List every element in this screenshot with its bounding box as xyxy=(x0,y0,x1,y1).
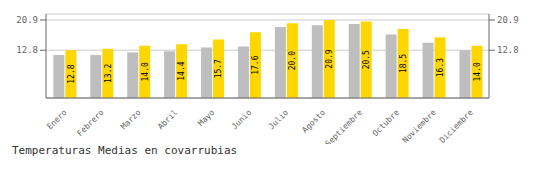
svg-text:20.5: 20.5 xyxy=(362,50,371,69)
svg-text:Enero: Enero xyxy=(45,108,69,132)
svg-text:20.9: 20.9 xyxy=(497,15,519,25)
svg-text:16.3: 16.3 xyxy=(436,58,445,77)
svg-text:14.4: 14.4 xyxy=(177,61,186,80)
svg-text:Marzo: Marzo xyxy=(119,108,143,132)
svg-text:Diciembre: Diciembre xyxy=(438,108,475,144)
svg-text:Noviembre: Noviembre xyxy=(401,108,438,144)
svg-text:Febrero: Febrero xyxy=(75,108,105,138)
svg-text:Abril: Abril xyxy=(156,108,180,132)
svg-text:15.7: 15.7 xyxy=(214,59,223,78)
svg-text:13.2: 13.2 xyxy=(104,64,113,83)
svg-text:Mayo: Mayo xyxy=(196,108,216,128)
svg-text:20.9: 20.9 xyxy=(16,15,38,25)
svg-text:Agosto: Agosto xyxy=(300,108,327,135)
svg-text:Julio: Julio xyxy=(267,108,291,132)
svg-text:Septiembre: Septiembre xyxy=(324,108,365,144)
svg-text:12.8: 12.8 xyxy=(67,64,76,83)
svg-text:12.8: 12.8 xyxy=(16,45,38,55)
svg-text:20.0: 20.0 xyxy=(288,51,297,70)
svg-text:20.9: 20.9 xyxy=(325,49,334,68)
svg-text:14.0: 14.0 xyxy=(141,62,150,81)
svg-text:Octubre: Octubre xyxy=(371,108,401,138)
svg-text:14.0: 14.0 xyxy=(473,62,482,81)
svg-text:18.5: 18.5 xyxy=(399,54,408,73)
svg-text:Junio: Junio xyxy=(230,108,254,132)
svg-text:12.8: 12.8 xyxy=(497,45,519,55)
html-text:Temperaturas Medias en covarru: Temperaturas Medias en covarrubias xyxy=(12,144,238,157)
svg-text:17.6: 17.6 xyxy=(251,55,260,74)
